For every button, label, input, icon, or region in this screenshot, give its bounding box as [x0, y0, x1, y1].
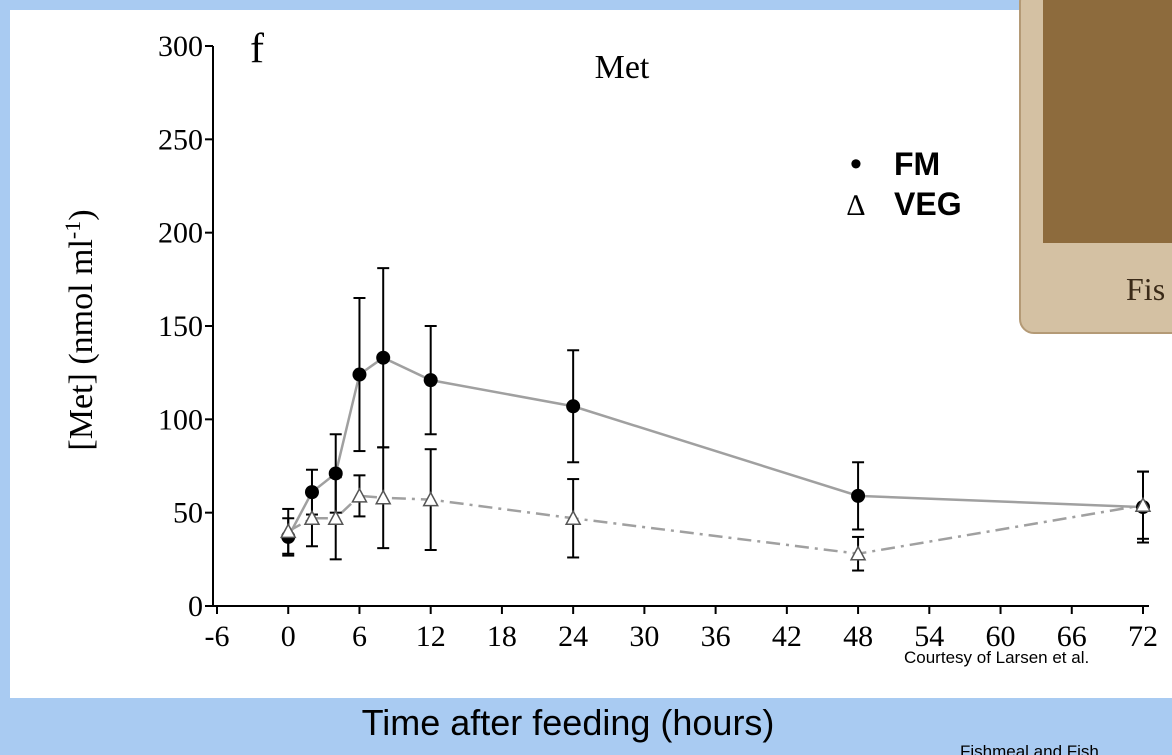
y-tick-label: 100 [158, 403, 203, 436]
point [849, 545, 867, 561]
point [851, 488, 866, 503]
point [327, 509, 344, 526]
point [352, 367, 367, 382]
x-tick-label: 18 [487, 620, 517, 653]
photo-caption: Fis [1126, 271, 1165, 307]
x-tick-label: 6 [352, 620, 367, 653]
legend-label: VEG [894, 186, 962, 222]
point [1134, 496, 1152, 512]
footer: Fishmeal and Fish [960, 742, 1099, 755]
point [564, 509, 582, 526]
point [376, 350, 391, 365]
y-label-main: [Met] (nmol ml [63, 239, 100, 451]
x-tick-label: 0 [281, 620, 296, 653]
credit: Courtesy of Larsen et al. [904, 648, 1089, 667]
x-tick-label: -6 [205, 620, 230, 653]
x-axis-label: Time after feeding (hours) [362, 702, 775, 743]
x-tick-label: 72 [1128, 620, 1158, 653]
y-tick-label: 0 [188, 590, 203, 623]
point [423, 373, 438, 388]
x-tick-label: 54 [914, 620, 944, 653]
legend-label: FM [894, 146, 940, 182]
photo-image [1043, 0, 1172, 243]
point [328, 466, 343, 481]
chart-title: Met [595, 49, 650, 86]
point [422, 491, 439, 507]
x-tick-label: 66 [1057, 620, 1087, 653]
x-tick-label: 24 [558, 620, 588, 653]
y-tick-label: 200 [158, 217, 203, 250]
y-label-sup: -1 [60, 221, 85, 239]
y-tick-label: 250 [158, 123, 203, 156]
point [303, 509, 321, 526]
x-tick-label: 36 [701, 620, 731, 653]
y-axis-label: [Met] (nmol ml-1) [60, 209, 100, 450]
chart-panel [10, 10, 1172, 698]
point [351, 487, 368, 503]
legend-marker: • [850, 145, 862, 183]
y-tick-label: 150 [158, 310, 203, 343]
panel-label: f [250, 26, 264, 72]
y-label-end: ) [63, 209, 100, 220]
point [279, 522, 297, 539]
x-tick-label: 30 [629, 620, 659, 653]
point [374, 489, 392, 505]
x-tick-label: 12 [416, 620, 446, 653]
y-tick-label: 300 [158, 30, 203, 63]
x-tick-label: 42 [772, 620, 802, 653]
y-tick-label: 50 [173, 497, 203, 530]
point [304, 485, 319, 500]
legend-marker: ∆ [847, 189, 865, 222]
x-tick-label: 48 [843, 620, 873, 653]
photo: Fis [1019, 0, 1172, 334]
point [566, 399, 581, 414]
x-tick-label: 60 [986, 620, 1016, 653]
